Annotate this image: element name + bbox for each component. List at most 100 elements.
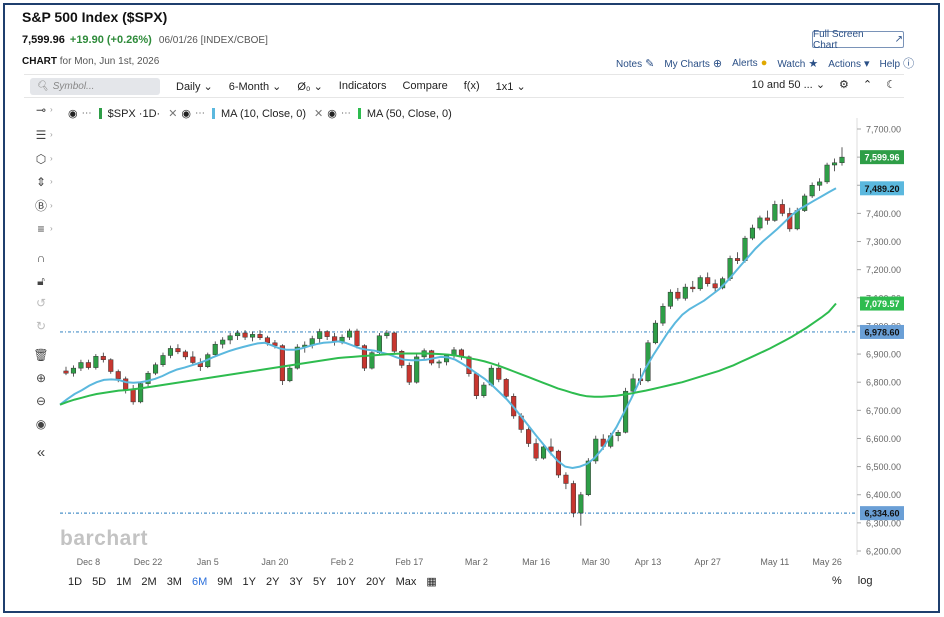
candle-body bbox=[257, 334, 263, 338]
collapse-up-icon[interactable]: ⌃ bbox=[862, 79, 873, 91]
eye-icon[interactable]: ◉ bbox=[68, 108, 78, 120]
shape-tool-icon[interactable]: ⬡ › bbox=[35, 152, 53, 166]
candle-body bbox=[249, 334, 256, 338]
notes-link[interactable]: Notes ✎ bbox=[616, 57, 655, 70]
redo-icon[interactable]: ↻ bbox=[35, 319, 47, 333]
candle-body bbox=[540, 446, 547, 459]
range-button-3m[interactable]: 3M bbox=[166, 575, 182, 588]
range-dropdown[interactable]: 6-Month ⌄ bbox=[228, 80, 282, 93]
candle-body bbox=[548, 446, 554, 452]
range-button-1d[interactable]: 1D bbox=[68, 575, 83, 588]
toolbar-right: 10 and 50 ... ⌄ ⚙ ⌃ ☾ bbox=[752, 78, 896, 91]
dark-mode-moon-icon[interactable]: ☾ bbox=[886, 79, 896, 91]
y-tick-label: 6,400.00 bbox=[866, 490, 901, 500]
candle-body bbox=[817, 181, 823, 186]
x-tick-label: Apr 13 bbox=[635, 557, 662, 567]
pencil-icon: ↗ bbox=[894, 34, 903, 45]
eye-icon[interactable]: ◉ bbox=[181, 108, 192, 120]
symbol-search-input[interactable]: 🔍︎ Symbol... bbox=[30, 77, 160, 95]
eye-icon[interactable]: ◉ bbox=[35, 417, 47, 431]
range-button-2y[interactable]: 2Y bbox=[266, 575, 280, 588]
ma10-price-tag-text: 7,489.20 bbox=[864, 184, 899, 194]
range-button-5d[interactable]: 5D bbox=[92, 575, 107, 588]
magnet-icon[interactable]: ∩ bbox=[36, 251, 46, 265]
candle-body bbox=[346, 330, 353, 338]
percent-scale-toggle[interactable]: % bbox=[832, 575, 842, 587]
y-tick-label: 6,500.00 bbox=[866, 462, 901, 472]
close-icon[interactable]: ✕ bbox=[314, 108, 324, 120]
watch-link[interactable]: Watch ★ bbox=[777, 57, 819, 70]
crosshair-tool-icon[interactable]: ⊸ › bbox=[35, 103, 53, 117]
ma50-color-swatch bbox=[357, 108, 361, 119]
candle-body bbox=[384, 332, 390, 337]
range-button-6m[interactable]: 6M bbox=[191, 575, 208, 588]
candle-body bbox=[429, 350, 435, 364]
candle-body bbox=[436, 361, 442, 364]
measure-tool-icon[interactable]: ⇕ › bbox=[35, 175, 53, 189]
y-tick-label: 7,200.00 bbox=[866, 265, 901, 275]
actions-link[interactable]: Actions ▾ bbox=[828, 57, 870, 70]
full-screen-chart-button[interactable]: Full Screen Chart ↗ bbox=[812, 29, 904, 51]
candle-body bbox=[734, 258, 741, 261]
range-button-3y[interactable]: 3Y bbox=[289, 575, 303, 588]
ma10-color-swatch bbox=[212, 108, 216, 119]
candle-body bbox=[354, 330, 360, 346]
candle-body bbox=[675, 291, 681, 299]
range-button-2m[interactable]: 2M bbox=[141, 575, 157, 588]
lock-icon[interactable]: 🔓︎ bbox=[37, 274, 45, 288]
chart-label: CHART bbox=[22, 56, 57, 67]
y-tick-label: 6,900.00 bbox=[866, 350, 901, 360]
undo-icon[interactable]: ↺ bbox=[35, 296, 47, 310]
alerts-link[interactable]: Alerts ● bbox=[732, 57, 768, 69]
candle-body bbox=[593, 438, 599, 462]
eye-icon[interactable]: ◉ bbox=[327, 108, 337, 120]
help-link[interactable]: Help ⓘ bbox=[880, 55, 915, 71]
candle-body bbox=[526, 429, 532, 444]
settings-gear-icon[interactable]: ⚙ bbox=[839, 79, 849, 91]
compare-button[interactable]: Compare bbox=[402, 80, 448, 92]
range-button-20y[interactable]: 20Y bbox=[365, 575, 386, 588]
range-button-5y[interactable]: 5Y bbox=[312, 575, 327, 588]
studies-template-dropdown[interactable]: 10 and 50 ... ⌄ bbox=[751, 79, 826, 91]
help-icon: ⓘ bbox=[903, 58, 915, 70]
candle-body bbox=[824, 164, 830, 183]
candle-body bbox=[145, 372, 151, 384]
my-charts-link[interactable]: My Charts ⊕ bbox=[664, 57, 723, 70]
more-icon[interactable]: ⋯ bbox=[195, 108, 206, 119]
range-button-1m[interactable]: 1M bbox=[116, 575, 132, 588]
candle-body bbox=[317, 331, 323, 339]
more-icon[interactable]: ⋯ bbox=[81, 108, 92, 119]
y-tick-label: 6,200.00 bbox=[866, 547, 901, 557]
range-button-max[interactable]: Max bbox=[395, 575, 417, 588]
indicators-button[interactable]: Indicators bbox=[338, 80, 387, 92]
chevron-down-icon: ⌄ bbox=[313, 80, 323, 93]
interval-dropdown[interactable]: Daily ⌄ bbox=[176, 80, 213, 93]
fx-button[interactable]: f(x) bbox=[463, 80, 480, 92]
fibonacci-tool-icon[interactable]: ≡ › bbox=[37, 222, 53, 236]
range-button-1y[interactable]: 1Y bbox=[242, 575, 256, 588]
close-icon[interactable]: ✕ bbox=[168, 108, 178, 120]
trash-icon[interactable]: 🗑︎ bbox=[33, 348, 49, 362]
trendline-tool-icon[interactable]: ☰ › bbox=[35, 128, 53, 142]
log-scale-toggle[interactable]: log bbox=[857, 575, 873, 587]
layout-dropdown[interactable]: 1x1 ⌄ bbox=[495, 80, 526, 93]
range-button-10y[interactable]: 10Y bbox=[336, 575, 356, 588]
top-links: Notes ✎ My Charts ⊕ Alerts ● Watch ★ Actions… bbox=[616, 55, 914, 71]
more-icon[interactable]: ⋯ bbox=[340, 108, 351, 119]
bar-type-dropdown[interactable]: Ø₀ ⌄ bbox=[297, 80, 323, 93]
annotation-tool-icon[interactable]: Ⓑ › bbox=[34, 199, 53, 213]
resistance-price-tag bbox=[860, 324, 904, 339]
zoom-in-icon[interactable]: ⊕ bbox=[35, 371, 47, 385]
range-button-9m[interactable]: 9M bbox=[217, 575, 233, 588]
calendar-icon[interactable]: ▦ bbox=[426, 576, 437, 588]
y-tick-label: 6,800.00 bbox=[866, 378, 901, 388]
resistance-price-tag-text: 6,978.60 bbox=[864, 327, 899, 337]
candle-body bbox=[100, 356, 106, 360]
zoom-out-icon[interactable]: ⊖ bbox=[35, 394, 47, 408]
candle-body bbox=[831, 162, 838, 166]
candle-body bbox=[496, 367, 502, 380]
collapse-toolbar-icon[interactable]: « bbox=[36, 444, 46, 461]
x-tick-label: Dec 8 bbox=[77, 557, 101, 567]
candle-body bbox=[138, 383, 144, 403]
